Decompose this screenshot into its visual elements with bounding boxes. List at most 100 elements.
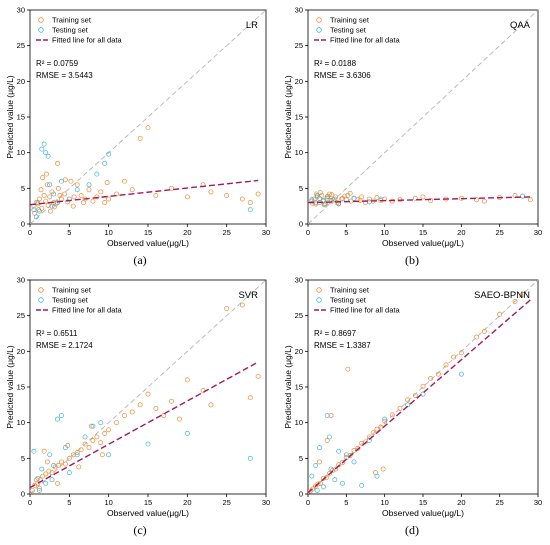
y-axis-label: Predicted value (μg/L) xyxy=(283,75,293,158)
training-point xyxy=(366,196,372,202)
training-point xyxy=(389,412,395,418)
y-tick-label: 30 xyxy=(17,276,25,285)
x-tick-label: 5 xyxy=(344,228,348,237)
training-point xyxy=(74,182,80,188)
training-point xyxy=(70,203,76,209)
legend-testing-marker xyxy=(38,297,44,303)
training-point xyxy=(481,328,487,334)
training-point xyxy=(474,197,480,203)
chart-panel-4: 0 5 10 15 20 25 30 0 5 10 15 20 25 30 Observed value(μ… xyxy=(283,276,542,538)
r2-value: R² = 0.0759 xyxy=(36,59,79,68)
x-tick-label: 25 xyxy=(222,498,230,507)
plot-area xyxy=(308,280,538,494)
training-point xyxy=(420,383,426,389)
training-point xyxy=(512,298,518,304)
y-tick-label: 5 xyxy=(299,454,303,463)
model-name: QAA xyxy=(510,20,531,31)
training-point xyxy=(443,362,449,368)
legend-training-marker xyxy=(316,287,322,293)
training-point xyxy=(255,191,261,197)
r2-value: R² = 0.8697 xyxy=(314,329,357,338)
training-point xyxy=(137,135,143,141)
testing-point xyxy=(66,470,72,476)
y-tick-label: 20 xyxy=(17,347,25,356)
training-point xyxy=(247,200,253,206)
testing-point xyxy=(74,187,80,193)
legend-testing-label: Testing set xyxy=(330,296,367,305)
training-point xyxy=(102,430,108,436)
rmse-value: RMSE = 2.1724 xyxy=(36,341,93,350)
testing-point xyxy=(317,445,322,451)
training-point xyxy=(98,440,104,446)
testing-point xyxy=(102,160,108,166)
x-tick-label: 20 xyxy=(457,498,465,507)
x-tick-label: 5 xyxy=(344,498,348,507)
training-point xyxy=(184,194,190,200)
testing-point xyxy=(382,416,388,422)
testing-point xyxy=(45,153,51,159)
training-point xyxy=(43,198,49,204)
panel-label: (d) xyxy=(405,523,419,537)
testing-point xyxy=(324,413,330,418)
y-tick-label: 25 xyxy=(17,41,25,50)
training-point xyxy=(99,452,105,458)
legend-training-label: Training set xyxy=(330,286,370,295)
training-point xyxy=(428,375,434,381)
training-point xyxy=(405,397,411,403)
training-point xyxy=(239,302,245,308)
training-point xyxy=(374,426,380,432)
training-point xyxy=(169,185,175,191)
training-point xyxy=(38,187,44,193)
testing-point xyxy=(35,475,41,481)
training-point xyxy=(324,438,330,443)
legend-training-label: Training set xyxy=(330,16,370,25)
training-point xyxy=(412,393,418,399)
testing-point xyxy=(33,214,39,220)
testing-point xyxy=(47,182,53,188)
x-tick-label: 15 xyxy=(419,498,427,507)
x-tick-label: 25 xyxy=(222,228,230,237)
training-point xyxy=(65,199,71,205)
testing-point xyxy=(47,452,53,458)
rmse-value: RMSE = 3.5443 xyxy=(36,71,93,80)
y-tick-label: 0 xyxy=(299,220,303,229)
training-series xyxy=(309,190,533,208)
training-point xyxy=(224,193,230,198)
training-point xyxy=(169,398,175,404)
testing-point xyxy=(343,452,349,458)
testing-series xyxy=(309,193,526,207)
y-tick-label: 5 xyxy=(21,184,25,193)
y-tick-label: 10 xyxy=(295,418,303,427)
y-tick-label: 10 xyxy=(295,148,303,157)
legend-testing-label: Testing set xyxy=(52,26,89,35)
identity-line xyxy=(30,280,266,494)
testing-point xyxy=(458,371,464,377)
y-axis-label: Predicted value (μg/L) xyxy=(283,345,293,428)
x-tick-label: 10 xyxy=(380,228,388,237)
testing-point xyxy=(520,193,526,199)
y-tick-label: 20 xyxy=(17,77,25,86)
x-axis-label: Observed value(μg/L) xyxy=(382,508,464,518)
x-tick-label: 0 xyxy=(28,498,32,507)
rmse-value: RMSE = 3.6306 xyxy=(314,71,371,80)
training-point xyxy=(145,125,151,131)
training-point xyxy=(330,468,335,473)
training-point xyxy=(45,203,51,208)
legend-fit-label: Fitted line for all data xyxy=(330,306,400,315)
training-point xyxy=(66,455,72,461)
training-point xyxy=(41,193,47,198)
training-point xyxy=(71,194,77,200)
testing-point xyxy=(36,208,42,214)
training-series xyxy=(31,125,261,216)
training-point xyxy=(36,485,42,491)
testing-point xyxy=(86,182,92,188)
training-point xyxy=(382,418,388,424)
training-point xyxy=(497,311,503,317)
testing-point xyxy=(59,178,64,184)
training-point xyxy=(380,466,386,472)
training-point xyxy=(520,291,526,297)
training-point xyxy=(351,448,357,453)
x-tick-label: 30 xyxy=(534,498,542,507)
training-point xyxy=(78,447,84,453)
